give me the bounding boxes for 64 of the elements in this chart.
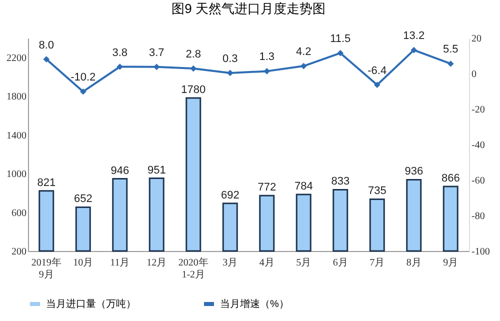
point [447,60,454,67]
x-tick-label: 5月 [296,258,312,268]
point [80,88,86,95]
point [300,62,307,70]
y-tick-label: 1800 [6,92,26,103]
point [190,65,197,72]
data-label: 11.5 [330,33,351,46]
data-label: 936 [404,166,424,178]
y-tick-label: 1400 [6,130,26,142]
legend-label: 当月增速（%） [220,298,289,310]
y2-tick-label: -40 [472,140,485,151]
y-tick-label: 600 [12,208,26,219]
data-label: 951 [147,164,166,176]
data-label: 1780 [181,84,206,96]
x-tick-label: 3月 [222,258,238,268]
point [410,46,418,54]
point [264,68,270,74]
x-tick-label: 12月 [146,258,167,268]
point [337,50,344,56]
x-tick-label: 2020年 1-2月 [178,256,208,280]
data-label: 772 [258,182,276,194]
data-label: 1.3 [259,51,275,64]
data-label: 652 [74,193,92,206]
y2-tick-label: 0 [472,69,476,80]
y2-tick-label: -100 [472,246,490,258]
y2-tick-label: 20 [472,34,482,44]
data-label: 3.7 [148,46,164,59]
point [43,56,50,62]
point [374,82,380,88]
data-label: 13.2 [403,30,425,42]
data-label: -6.4 [368,64,387,77]
data-label: 692 [220,189,240,202]
data-label: 784 [294,180,313,192]
data-label: 0.3 [222,52,238,65]
x-tick-label: 10月 [73,258,94,268]
data-label: 821 [37,176,56,189]
data-label: 946 [110,164,130,177]
y-tick-label: 2200 [6,52,26,64]
y2-tick-label: -80 [472,211,485,222]
y2-tick-label: -60 [472,176,485,186]
x-tick-label: 9月 [443,258,458,268]
data-label: 3.8 [112,46,128,59]
data-label: 833 [331,176,350,188]
data-label: 5.5 [442,44,458,56]
x-tick-label: 7月 [370,258,385,268]
data-label: 866 [441,172,460,185]
x-tick-label: 8月 [406,258,422,268]
x-tick-label: 2019年 9月 [31,256,62,280]
x-tick-label: 4月 [259,258,274,268]
chart-title: 图9 天然气进口月度走势图 [172,1,326,16]
data-label: -10.2 [70,72,96,84]
point [116,64,124,70]
point [153,64,160,70]
y2-tick-label: -20 [472,104,485,116]
point [226,70,234,76]
x-tick-label: 11月 [110,258,130,268]
legend-label: 当月进口量（万吨） [46,298,136,310]
data-label: 8.0 [38,39,54,52]
data-label: 4.2 [296,46,312,58]
data-label: 735 [368,185,386,198]
x-tick-label: 6月 [332,258,348,268]
y-tick-label: 200 [12,246,26,258]
data-label: 2.8 [186,48,202,61]
y-tick-label: 1000 [6,169,26,180]
